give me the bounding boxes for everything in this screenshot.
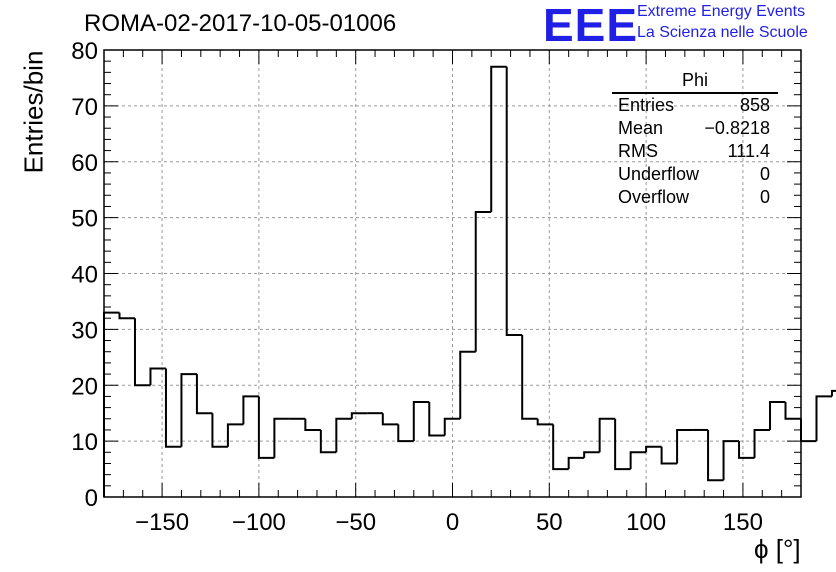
- histogram-bin: [614, 418, 631, 471]
- y-tick-label: 40: [71, 262, 98, 289]
- histogram-bin: [242, 395, 259, 425]
- y-tick-label: 0: [85, 485, 98, 512]
- x-tick-label: 100: [626, 509, 666, 536]
- histogram-bin: [521, 334, 538, 420]
- histogram-bin: [676, 428, 693, 464]
- histogram-bin: [335, 417, 352, 453]
- histogram-bin: [133, 318, 151, 387]
- histogram-bin: [738, 441, 755, 459]
- x-axis-label: ϕ [°]: [754, 534, 801, 564]
- histogram-bin: [490, 65, 507, 213]
- histogram-bin: [707, 429, 724, 482]
- stats-row-overflow: Overflow 0: [612, 186, 778, 209]
- stats-value: 111.4: [727, 141, 770, 161]
- histogram-bin: [722, 440, 740, 481]
- histogram-bin: [180, 373, 197, 447]
- x-tick-label: 50: [536, 509, 563, 536]
- histogram-bin: [552, 424, 569, 471]
- x-tick-label: 150: [723, 509, 763, 536]
- stats-row-underflow: Underflow 0: [612, 163, 778, 186]
- histogram-bin: [319, 429, 337, 454]
- histogram-bin: [474, 211, 492, 352]
- y-tick-label: 10: [71, 429, 98, 456]
- histogram-bin: [459, 350, 476, 419]
- histogram-bin: [428, 402, 445, 437]
- stats-value: 858: [739, 95, 770, 115]
- y-tick-label: 70: [71, 94, 98, 121]
- histogram-bin: [273, 417, 290, 458]
- histogram-bin: [598, 417, 616, 453]
- eee-logo: EEE: [543, 0, 639, 51]
- histogram-bin: [769, 401, 786, 430]
- chart-title: ROMA-02-2017-10-05-01006: [84, 10, 397, 37]
- x-tick-label: 0: [446, 509, 459, 536]
- histogram-bin: [443, 417, 461, 436]
- stats-row-rms: RMS 111.4: [612, 140, 778, 163]
- y-tick-label: 50: [71, 206, 98, 233]
- histogram-bin: [815, 395, 832, 442]
- histogram-bin: [830, 389, 836, 397]
- histogram-bin: [645, 445, 662, 453]
- y-tick-label: 20: [71, 373, 98, 400]
- stats-label: Entries: [618, 95, 675, 115]
- histogram-bin: [257, 396, 275, 459]
- histogram-bin: [505, 66, 523, 336]
- y-tick-label: 30: [71, 317, 98, 344]
- stats-row-entries: Entries 858: [612, 94, 778, 117]
- stats-label: Mean: [618, 118, 664, 138]
- stats-value: −0.8218: [704, 118, 770, 138]
- histogram-bin: [784, 402, 801, 420]
- histogram-bin: [304, 418, 321, 431]
- stats-row-mean: Mean −0.8218: [612, 117, 778, 140]
- y-axis-label: Entries/bin: [18, 50, 49, 174]
- stats-value: 0: [759, 164, 770, 184]
- histogram-bin: [397, 424, 414, 443]
- histogram-bin: [381, 413, 399, 426]
- histogram-bin: [226, 423, 244, 447]
- histogram-bin: [583, 451, 600, 458]
- x-tick-label: −150: [135, 509, 189, 536]
- stats-label: Underflow: [618, 164, 700, 184]
- histogram-bin: [149, 367, 166, 386]
- y-tick-label: 80: [71, 38, 98, 65]
- logo-line-1: Extreme Energy Events: [637, 3, 806, 20]
- histogram-bin: [118, 312, 135, 320]
- histogram-bin: [412, 401, 430, 442]
- stats-label: Overflow: [618, 187, 690, 207]
- histogram-bin: [567, 456, 585, 470]
- stats-title: Phi: [612, 70, 778, 94]
- histogram-bin: [350, 412, 368, 419]
- logo-line-2: La Scienza nelle Scuole: [637, 24, 808, 41]
- stats-box: Phi Entries 858 Mean −0.8218 RMS 111.4 U…: [612, 70, 778, 209]
- histogram-bin: [211, 413, 228, 448]
- x-tick-label: −50: [335, 509, 376, 536]
- histogram-bin: [753, 428, 771, 458]
- histogram-bin: [195, 374, 213, 415]
- stats-value: 0: [759, 187, 770, 207]
- histogram-bin: [660, 446, 678, 465]
- stats-label: RMS: [618, 141, 658, 161]
- histogram-bin: [629, 451, 647, 470]
- histogram-bin: [164, 368, 182, 448]
- histogram-bin: [536, 418, 554, 426]
- histogram-bin: [800, 418, 817, 443]
- x-tick-label: −100: [232, 509, 286, 536]
- y-tick-label: 60: [71, 150, 98, 177]
